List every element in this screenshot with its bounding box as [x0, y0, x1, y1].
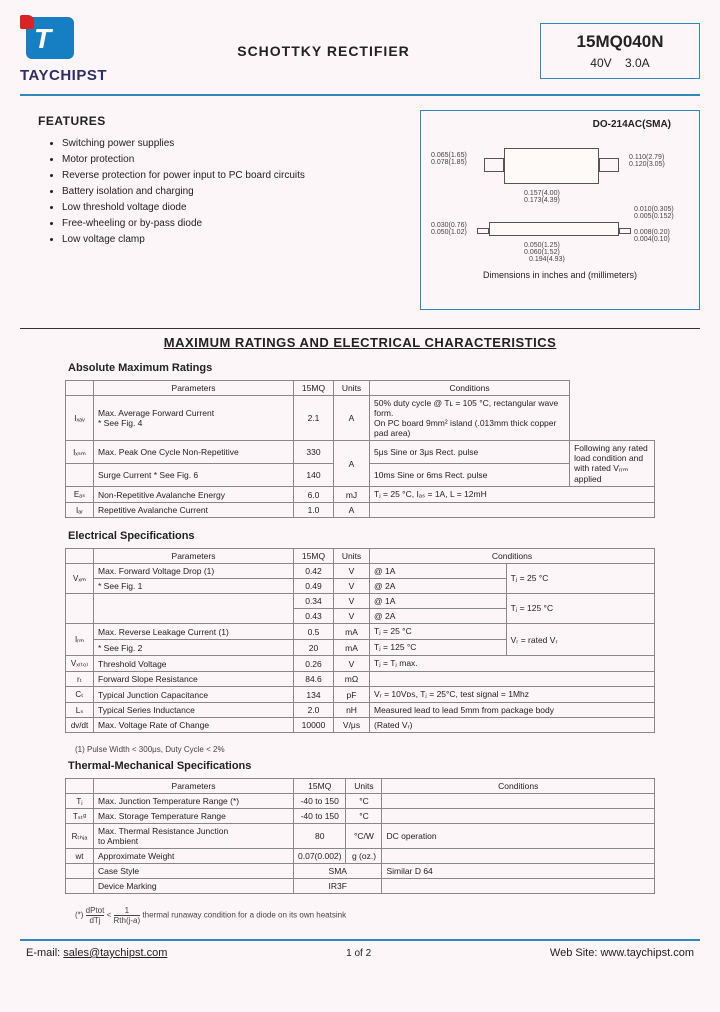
- feature-item: Switching power supplies: [62, 136, 400, 152]
- company-logo: T TAYCHIPST: [20, 15, 107, 84]
- table3-title: Thermal-Mechanical Specifications: [68, 760, 700, 772]
- features-list: Switching power suppliesMotor protection…: [20, 136, 400, 248]
- feature-item: Low voltage clamp: [62, 232, 400, 248]
- part-number-box: 15MQ040N 40V 3.0A: [540, 23, 700, 79]
- logo-icon: T: [20, 15, 80, 65]
- footer-web: Web Site: www.taychipst.com: [550, 947, 694, 959]
- table-thermal: Parameters15MQUnitsConditions TⱼMax. Jun…: [65, 778, 655, 894]
- part-spec: 40V 3.0A: [561, 56, 679, 70]
- package-note: Dimensions in inches and (millimeters): [429, 270, 691, 280]
- section-rule: [20, 328, 700, 329]
- table-elec-spec: Parameters15MQUnitsConditions VₓₘMax. Fo…: [65, 548, 655, 733]
- package-drawing: 0.065(1.65) 0.078(1.85) 0.110(2.79) 0.12…: [429, 134, 691, 264]
- table1-title: Absolute Maximum Ratings: [68, 362, 700, 374]
- features-title: FEATURES: [38, 114, 400, 128]
- footer-email: E-mail: sales@taychipst.com: [26, 947, 167, 959]
- section-title: MAXIMUM RATINGS AND ELECTRICAL CHARACTER…: [20, 335, 700, 350]
- features-box: FEATURES Switching power suppliesMotor p…: [20, 110, 400, 248]
- feature-item: Reverse protection for power input to PC…: [62, 168, 400, 184]
- feature-item: Motor protection: [62, 152, 400, 168]
- table2-note: (1) Pulse Width < 300μs, Duty Cycle < 2%: [75, 745, 700, 754]
- table2-title: Electrical Specifications: [68, 530, 700, 542]
- feature-item: Battery isolation and charging: [62, 184, 400, 200]
- company-name: TAYCHIPST: [20, 67, 107, 84]
- part-number: 15MQ040N: [561, 32, 679, 52]
- table3-note: (*) dPtotdTj < 1Rth(j-a) thermal runaway…: [75, 906, 700, 925]
- header-rule: [20, 94, 700, 96]
- footer: E-mail: sales@taychipst.com 1 of 2 Web S…: [20, 939, 700, 959]
- feature-item: Free-wheeling or by-pass diode: [62, 216, 400, 232]
- table-abs-max: Parameters15MQUnitsConditions IₓₐᵥMax. A…: [65, 380, 655, 518]
- package-title: DO-214AC(SMA): [429, 119, 691, 130]
- package-diagram: DO-214AC(SMA) 0.065(1.65) 0.078(1.85) 0.…: [420, 110, 700, 310]
- product-title: SCHOTTKY RECTIFIER: [119, 15, 528, 59]
- header-row: T TAYCHIPST SCHOTTKY RECTIFIER 15MQ040N …: [20, 15, 700, 84]
- page-number: 1 of 2: [346, 948, 371, 959]
- feature-item: Low threshold voltage diode: [62, 200, 400, 216]
